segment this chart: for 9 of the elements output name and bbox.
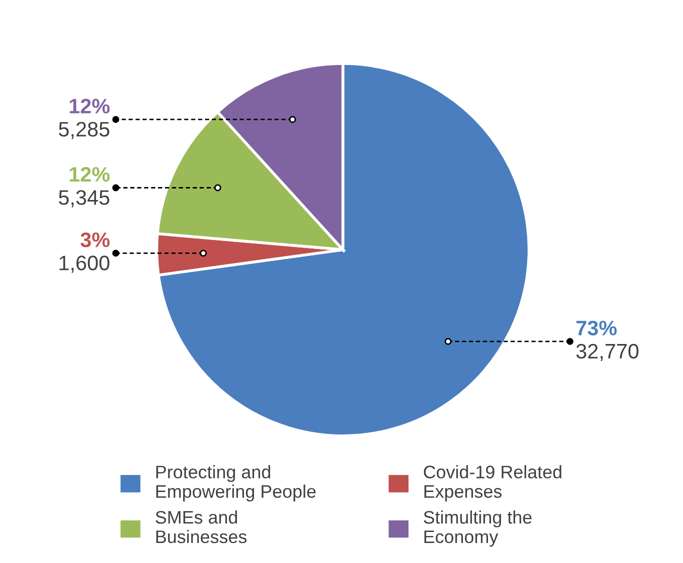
data-label: 73% 32,770	[576, 320, 638, 362]
data-label: 3% 1,600	[60, 232, 110, 273]
legend-label: Covid-19 Related Expenses	[424, 465, 562, 502]
data-label: 12% 5,285	[58, 98, 110, 140]
legend-label: Protecting and Empowering People	[156, 465, 316, 502]
data-label: 12% 5,345	[58, 167, 110, 208]
legend-label: Stimulting the Economy	[424, 510, 532, 547]
pie-slice	[157, 62, 530, 438]
legend-label: SMEs and Businesses	[156, 510, 247, 544]
